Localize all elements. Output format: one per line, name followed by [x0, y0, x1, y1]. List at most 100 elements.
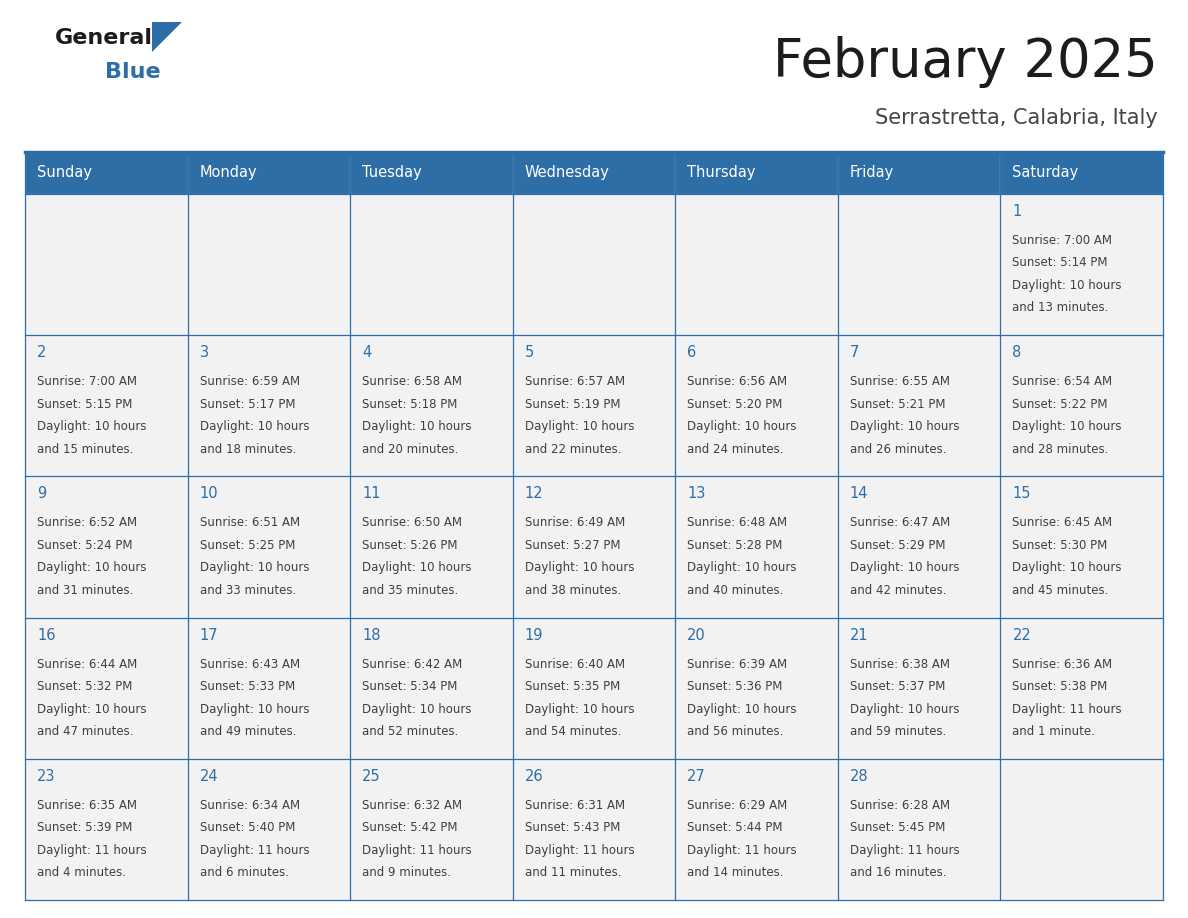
- Text: Sunrise: 6:44 AM: Sunrise: 6:44 AM: [37, 657, 138, 671]
- Bar: [675, 759, 838, 900]
- Text: and 38 minutes.: and 38 minutes.: [525, 584, 621, 597]
- Bar: [1000, 476, 1163, 618]
- Text: Daylight: 11 hours: Daylight: 11 hours: [37, 844, 146, 856]
- Text: and 11 minutes.: and 11 minutes.: [525, 867, 621, 879]
- Text: Sunrise: 6:38 AM: Sunrise: 6:38 AM: [849, 657, 950, 671]
- Text: 25: 25: [362, 768, 381, 784]
- Text: Sunset: 5:27 PM: Sunset: 5:27 PM: [525, 539, 620, 552]
- Bar: [513, 759, 675, 900]
- Text: Daylight: 10 hours: Daylight: 10 hours: [362, 562, 472, 575]
- Text: Sunset: 5:33 PM: Sunset: 5:33 PM: [200, 680, 295, 693]
- Text: Sunrise: 6:39 AM: Sunrise: 6:39 AM: [688, 657, 788, 671]
- Bar: [838, 152, 1000, 194]
- Text: 23: 23: [37, 768, 56, 784]
- Bar: [513, 335, 675, 476]
- Text: 26: 26: [525, 768, 543, 784]
- Bar: [350, 476, 513, 618]
- Text: 7: 7: [849, 345, 859, 360]
- Bar: [1000, 194, 1163, 335]
- Text: Sunset: 5:25 PM: Sunset: 5:25 PM: [200, 539, 295, 552]
- Text: Sunrise: 6:28 AM: Sunrise: 6:28 AM: [849, 799, 950, 812]
- Text: Daylight: 11 hours: Daylight: 11 hours: [525, 844, 634, 856]
- Text: Sunrise: 6:43 AM: Sunrise: 6:43 AM: [200, 657, 299, 671]
- Text: Daylight: 10 hours: Daylight: 10 hours: [200, 562, 309, 575]
- Text: General: General: [55, 28, 153, 48]
- Bar: [1000, 152, 1163, 194]
- Text: 15: 15: [1012, 487, 1031, 501]
- Text: and 14 minutes.: and 14 minutes.: [688, 867, 784, 879]
- Text: Serrastretta, Calabria, Italy: Serrastretta, Calabria, Italy: [876, 108, 1158, 128]
- Text: Sunset: 5:44 PM: Sunset: 5:44 PM: [688, 822, 783, 834]
- Text: Daylight: 11 hours: Daylight: 11 hours: [1012, 702, 1121, 716]
- Text: and 40 minutes.: and 40 minutes.: [688, 584, 784, 597]
- Text: Sunrise: 6:55 AM: Sunrise: 6:55 AM: [849, 375, 950, 388]
- Bar: [1000, 759, 1163, 900]
- Text: Sunrise: 6:35 AM: Sunrise: 6:35 AM: [37, 799, 137, 812]
- Bar: [25, 476, 188, 618]
- Text: and 56 minutes.: and 56 minutes.: [688, 725, 784, 738]
- Text: Sunset: 5:43 PM: Sunset: 5:43 PM: [525, 822, 620, 834]
- Text: and 52 minutes.: and 52 minutes.: [362, 725, 459, 738]
- Text: Sunset: 5:22 PM: Sunset: 5:22 PM: [1012, 397, 1108, 410]
- Text: Friday: Friday: [849, 165, 895, 181]
- Text: Daylight: 10 hours: Daylight: 10 hours: [37, 420, 146, 433]
- Text: Sunrise: 6:40 AM: Sunrise: 6:40 AM: [525, 657, 625, 671]
- Bar: [350, 618, 513, 759]
- Text: Sunday: Sunday: [37, 165, 91, 181]
- Bar: [675, 152, 838, 194]
- Text: 1: 1: [1012, 204, 1022, 219]
- Text: Sunrise: 6:36 AM: Sunrise: 6:36 AM: [1012, 657, 1112, 671]
- Text: Sunrise: 6:49 AM: Sunrise: 6:49 AM: [525, 517, 625, 530]
- Text: Sunset: 5:39 PM: Sunset: 5:39 PM: [37, 822, 132, 834]
- Text: and 22 minutes.: and 22 minutes.: [525, 442, 621, 455]
- Text: Sunset: 5:26 PM: Sunset: 5:26 PM: [362, 539, 457, 552]
- Text: Daylight: 10 hours: Daylight: 10 hours: [1012, 279, 1121, 292]
- Text: Sunrise: 6:42 AM: Sunrise: 6:42 AM: [362, 657, 462, 671]
- Text: 10: 10: [200, 487, 219, 501]
- Bar: [350, 335, 513, 476]
- Text: Sunset: 5:38 PM: Sunset: 5:38 PM: [1012, 680, 1107, 693]
- Text: Sunrise: 6:59 AM: Sunrise: 6:59 AM: [200, 375, 299, 388]
- Text: Thursday: Thursday: [688, 165, 756, 181]
- Text: 2: 2: [37, 345, 46, 360]
- Text: Sunset: 5:34 PM: Sunset: 5:34 PM: [362, 680, 457, 693]
- Bar: [188, 759, 350, 900]
- Text: Sunset: 5:40 PM: Sunset: 5:40 PM: [200, 822, 295, 834]
- Text: Sunrise: 6:47 AM: Sunrise: 6:47 AM: [849, 517, 950, 530]
- Text: Daylight: 10 hours: Daylight: 10 hours: [525, 420, 634, 433]
- Text: 17: 17: [200, 628, 219, 643]
- Text: Daylight: 10 hours: Daylight: 10 hours: [1012, 562, 1121, 575]
- Text: Sunrise: 6:57 AM: Sunrise: 6:57 AM: [525, 375, 625, 388]
- Text: 3: 3: [200, 345, 209, 360]
- Text: Sunrise: 6:58 AM: Sunrise: 6:58 AM: [362, 375, 462, 388]
- Text: Sunset: 5:36 PM: Sunset: 5:36 PM: [688, 680, 783, 693]
- Text: Sunset: 5:20 PM: Sunset: 5:20 PM: [688, 397, 783, 410]
- Text: Sunset: 5:18 PM: Sunset: 5:18 PM: [362, 397, 457, 410]
- Text: Sunrise: 7:00 AM: Sunrise: 7:00 AM: [37, 375, 137, 388]
- Bar: [25, 618, 188, 759]
- Text: Sunrise: 6:56 AM: Sunrise: 6:56 AM: [688, 375, 788, 388]
- Bar: [25, 759, 188, 900]
- Bar: [838, 335, 1000, 476]
- Text: Daylight: 10 hours: Daylight: 10 hours: [849, 562, 960, 575]
- Text: Wednesday: Wednesday: [525, 165, 609, 181]
- Text: Saturday: Saturday: [1012, 165, 1079, 181]
- Text: and 47 minutes.: and 47 minutes.: [37, 725, 133, 738]
- Text: Sunset: 5:35 PM: Sunset: 5:35 PM: [525, 680, 620, 693]
- Text: Sunrise: 6:52 AM: Sunrise: 6:52 AM: [37, 517, 137, 530]
- Bar: [25, 152, 188, 194]
- Text: Sunrise: 6:29 AM: Sunrise: 6:29 AM: [688, 799, 788, 812]
- Text: Daylight: 10 hours: Daylight: 10 hours: [200, 702, 309, 716]
- Text: Daylight: 10 hours: Daylight: 10 hours: [525, 562, 634, 575]
- Bar: [1000, 335, 1163, 476]
- Text: and 15 minutes.: and 15 minutes.: [37, 442, 133, 455]
- Text: and 24 minutes.: and 24 minutes.: [688, 442, 784, 455]
- Bar: [838, 618, 1000, 759]
- Text: Sunset: 5:17 PM: Sunset: 5:17 PM: [200, 397, 295, 410]
- Text: and 6 minutes.: and 6 minutes.: [200, 867, 289, 879]
- Bar: [188, 152, 350, 194]
- Bar: [513, 476, 675, 618]
- Text: and 35 minutes.: and 35 minutes.: [362, 584, 459, 597]
- Text: Sunrise: 6:48 AM: Sunrise: 6:48 AM: [688, 517, 788, 530]
- Text: Daylight: 11 hours: Daylight: 11 hours: [362, 844, 472, 856]
